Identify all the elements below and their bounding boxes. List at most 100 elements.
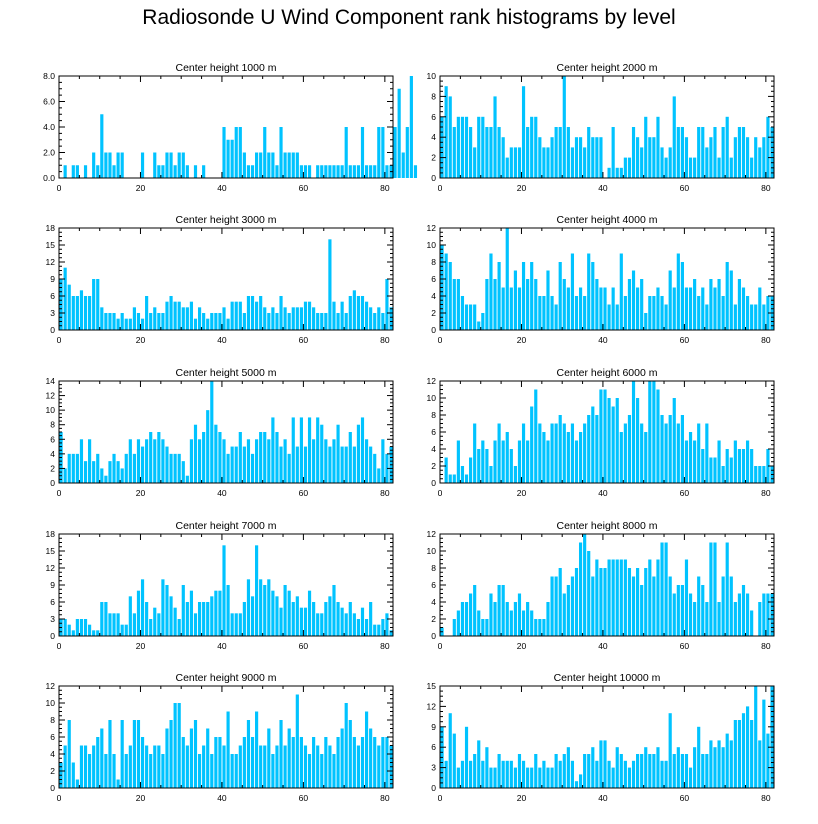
histogram-bar bbox=[741, 713, 746, 788]
histogram-bar bbox=[206, 410, 210, 483]
histogram-bar bbox=[96, 737, 100, 788]
panel-title: Center height 9000 m bbox=[176, 672, 277, 684]
histogram-bar bbox=[307, 417, 312, 483]
histogram-bar bbox=[332, 585, 336, 636]
histogram-bar bbox=[307, 301, 312, 330]
histogram-bar bbox=[452, 127, 456, 178]
histogram-bar bbox=[242, 737, 246, 788]
histogram-bar bbox=[295, 307, 299, 330]
histogram-bar bbox=[177, 453, 181, 483]
histogram-bar bbox=[501, 585, 505, 636]
histogram-bar bbox=[287, 453, 291, 483]
histogram-bar bbox=[554, 423, 558, 483]
histogram-bar bbox=[562, 423, 566, 483]
histogram-bar bbox=[521, 423, 526, 483]
histogram-bar bbox=[259, 745, 263, 788]
histogram-bar bbox=[340, 301, 344, 330]
histogram-bar bbox=[279, 446, 283, 483]
histogram-bar bbox=[63, 468, 67, 483]
histogram-bar bbox=[750, 610, 754, 636]
y-tick-label: 0 bbox=[431, 173, 436, 183]
histogram-bar bbox=[550, 423, 554, 483]
histogram-bar bbox=[287, 313, 291, 330]
histogram-bar bbox=[750, 304, 754, 330]
histogram-bar bbox=[381, 439, 385, 483]
histogram-bar bbox=[619, 432, 623, 483]
histogram-bar bbox=[583, 423, 587, 483]
histogram-bar bbox=[279, 720, 283, 788]
histogram-bar bbox=[381, 619, 385, 636]
histogram-bar bbox=[558, 127, 562, 178]
histogram-bar bbox=[737, 449, 742, 483]
histogram-bar bbox=[193, 424, 198, 483]
histogram-bar bbox=[63, 619, 67, 636]
histogram-bar bbox=[762, 137, 766, 178]
histogram-bar bbox=[538, 423, 542, 483]
histogram-bar bbox=[255, 301, 259, 330]
histogram-bar bbox=[352, 613, 356, 636]
histogram-bar bbox=[214, 424, 218, 483]
histogram-bar bbox=[120, 468, 124, 483]
histogram-bar bbox=[513, 270, 517, 330]
histogram-bar bbox=[444, 253, 448, 330]
x-tick-label: 60 bbox=[299, 183, 309, 193]
histogram-bar bbox=[636, 287, 640, 330]
histogram-bar bbox=[193, 720, 198, 788]
histogram-bar bbox=[206, 602, 210, 636]
panel-3: Center height 3000 m 0 20 40 60 80 0 3 6 9 12 15 18 bbox=[46, 214, 394, 345]
histogram-bar bbox=[291, 602, 295, 636]
y-tick-label: 15 bbox=[46, 546, 56, 556]
histogram-bar bbox=[238, 301, 242, 330]
histogram-bar bbox=[71, 453, 75, 483]
histogram-bar bbox=[364, 165, 369, 178]
histogram-bar bbox=[745, 706, 750, 788]
histogram-bar bbox=[526, 279, 530, 330]
histogram-bar bbox=[489, 466, 493, 483]
y-tick-label: 12 bbox=[427, 701, 437, 711]
histogram-bar bbox=[766, 296, 770, 330]
y-tick-label: 12 bbox=[427, 376, 437, 386]
x-tick-label: 0 bbox=[57, 641, 62, 651]
histogram-bar bbox=[206, 728, 210, 788]
histogram-bar bbox=[226, 318, 230, 330]
histogram-bar bbox=[766, 733, 770, 788]
histogram-bar bbox=[505, 157, 509, 178]
histogram-bar bbox=[481, 116, 485, 178]
histogram-bar bbox=[275, 313, 279, 330]
histogram-bar bbox=[88, 624, 92, 636]
histogram-bar bbox=[513, 466, 517, 483]
histogram-bar bbox=[381, 127, 385, 178]
panel-5: Center height 5000 m 0 20 40 60 80 0 2 4 6 8 10 12 14 bbox=[46, 367, 394, 498]
histogram-bar bbox=[693, 747, 697, 788]
histogram-bar bbox=[526, 767, 530, 788]
histogram-bar bbox=[473, 147, 477, 178]
y-tick-label: 0 bbox=[431, 325, 436, 335]
histogram-bar bbox=[550, 296, 554, 330]
histogram-bar bbox=[385, 279, 389, 330]
histogram-bar bbox=[336, 313, 340, 330]
histogram-bar bbox=[668, 270, 672, 330]
histogram-bar bbox=[627, 415, 632, 483]
histogram-bar bbox=[717, 157, 721, 178]
histogram-bar bbox=[149, 313, 153, 330]
histogram-bar bbox=[259, 579, 263, 636]
histogram-bar bbox=[218, 432, 222, 483]
histogram-bar bbox=[177, 152, 181, 178]
histogram-bar bbox=[460, 116, 465, 178]
histogram-bar bbox=[444, 457, 448, 483]
histogram-bar bbox=[627, 568, 632, 636]
histogram-bar bbox=[542, 296, 546, 330]
histogram-bar bbox=[672, 754, 676, 788]
histogram-bar bbox=[603, 568, 607, 636]
histogram-bar bbox=[124, 453, 128, 483]
histogram-bar bbox=[360, 296, 365, 330]
histogram-bar bbox=[477, 321, 481, 330]
histogram-bar bbox=[656, 747, 660, 788]
histogram-bar bbox=[185, 745, 189, 788]
histogram-bar bbox=[149, 619, 153, 636]
histogram-bar bbox=[242, 152, 246, 178]
histogram-bar bbox=[324, 439, 328, 483]
histogram-bar bbox=[505, 228, 509, 330]
histogram-bar bbox=[340, 165, 344, 178]
histogram-bar bbox=[631, 127, 636, 178]
